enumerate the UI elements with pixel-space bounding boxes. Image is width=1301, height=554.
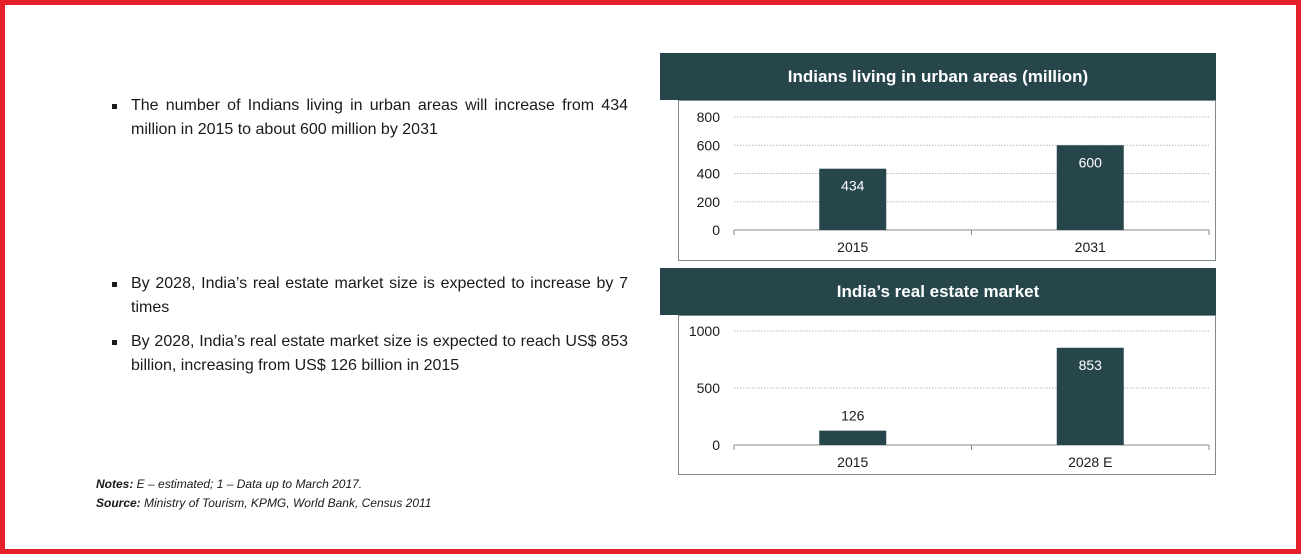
footnotes: Notes: E – estimated; 1 – Data up to Mar… (96, 475, 431, 513)
bullet-list-urban: The number of Indians living in urban ar… (108, 94, 628, 152)
x-tick-label: 2015 (837, 454, 868, 470)
bar-realestate-2015 (819, 430, 887, 445)
y-tick-label: 400 (697, 166, 721, 182)
bullet-item: By 2028, India’s real estate market size… (108, 330, 628, 378)
bullet-list-real-estate: By 2028, India’s real estate market size… (108, 272, 628, 388)
data-label: 600 (1079, 154, 1103, 170)
notes-line: Notes: E – estimated; 1 – Data up to Mar… (96, 475, 431, 494)
source-text: Ministry of Tourism, KPMG, World Bank, C… (140, 496, 432, 510)
chart-urban-plot: 0 200 400 600 800 434 2015 600 2031 (697, 109, 1210, 255)
y-tick-label: 0 (712, 437, 720, 453)
y-tick-label: 1000 (689, 323, 720, 339)
chart-realestate-box: 0 500 1000 126 2015 853 2028 E (678, 315, 1216, 475)
source-line: Source: Ministry of Tourism, KPMG, World… (96, 494, 431, 513)
chart-realestate-plot: 0 500 1000 126 2015 853 2028 E (689, 323, 1210, 470)
notes-label: Notes: (96, 477, 134, 491)
y-tick-label: 200 (697, 194, 721, 210)
y-tick-label: 600 (697, 137, 721, 153)
bar-urban-2015 (819, 168, 887, 230)
x-tick-label: 2015 (837, 239, 868, 255)
data-label: 853 (1079, 357, 1103, 373)
chart-urban-title: Indians living in urban areas (million) (660, 53, 1216, 100)
y-tick-label: 0 (712, 222, 720, 238)
bullet-item: By 2028, India’s real estate market size… (108, 272, 628, 320)
bar-realestate-2028-E (1056, 347, 1124, 445)
x-tick-label: 2031 (1075, 239, 1106, 255)
data-label: 126 (841, 408, 865, 424)
x-tick-label: 2028 E (1068, 454, 1112, 470)
chart-urban-box: 0 200 400 600 800 434 2015 600 2031 (678, 100, 1216, 261)
y-tick-label: 800 (697, 109, 721, 125)
source-label: Source: (96, 496, 141, 510)
notes-text: E – estimated; 1 – Data up to March 2017… (133, 477, 363, 491)
bar-urban-2031 (1056, 145, 1124, 230)
data-label: 434 (841, 178, 865, 194)
y-tick-label: 500 (697, 380, 721, 396)
bullet-item: The number of Indians living in urban ar… (108, 94, 628, 142)
chart-realestate-title: India’s real estate market (660, 268, 1216, 315)
